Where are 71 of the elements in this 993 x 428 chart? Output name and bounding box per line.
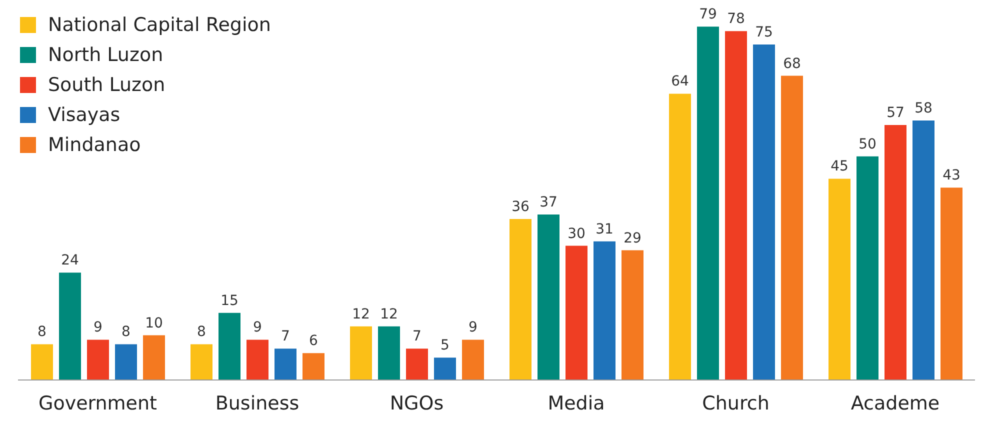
- bar: [669, 94, 691, 380]
- x-tick-label: Academe: [850, 392, 940, 414]
- data-label: 78: [727, 11, 745, 28]
- data-label: 57: [886, 105, 904, 122]
- bar: [190, 344, 212, 380]
- data-label: 12: [380, 306, 398, 322]
- data-label: 68: [783, 56, 801, 72]
- bar: [725, 31, 747, 380]
- bar: [753, 44, 775, 380]
- x-tick-label: Business: [215, 392, 300, 414]
- data-label: 58: [914, 100, 932, 117]
- legend-label: Visayas: [48, 103, 120, 128]
- bar: [406, 348, 428, 380]
- bar: [622, 250, 644, 380]
- bar: [246, 340, 268, 380]
- bar: [462, 340, 484, 380]
- legend-label: North Luzon: [48, 43, 164, 68]
- bar: [594, 241, 616, 380]
- bar: [510, 218, 532, 380]
- bar: [856, 156, 878, 380]
- data-label: 30: [568, 226, 586, 242]
- data-label: 64: [671, 74, 689, 90]
- data-label: 12: [352, 306, 370, 322]
- bar: [828, 178, 850, 380]
- x-tick-label: Media: [548, 392, 605, 414]
- data-label: 45: [830, 158, 848, 175]
- data-label: 50: [858, 136, 876, 152]
- data-label: 9: [94, 320, 102, 336]
- bar: [143, 335, 165, 380]
- data-label: 8: [122, 324, 130, 340]
- bar: [697, 26, 719, 380]
- data-label: 24: [61, 252, 79, 269]
- bar: [434, 358, 456, 380]
- bar: [350, 326, 372, 380]
- data-label: 31: [596, 221, 614, 238]
- data-label: 9: [253, 320, 262, 336]
- data-label: 8: [197, 324, 206, 340]
- data-label: 37: [540, 194, 558, 210]
- data-label: 43: [942, 168, 960, 184]
- legend-label: National Capital Region: [48, 13, 271, 38]
- data-label: 29: [624, 230, 642, 246]
- bar: [31, 344, 53, 380]
- x-tick-label: Government: [38, 392, 157, 414]
- data-label: 36: [512, 198, 530, 215]
- bar: [378, 326, 400, 380]
- bar: [115, 344, 137, 380]
- bar: [884, 125, 906, 380]
- x-tick-label: Church: [702, 392, 770, 414]
- data-label: 9: [468, 320, 478, 336]
- data-label: 75: [755, 24, 773, 40]
- data-label: 7: [281, 328, 290, 345]
- data-label: 5: [440, 338, 450, 354]
- data-label: 15: [220, 292, 238, 309]
- data-label: 6: [309, 333, 318, 350]
- bar: [781, 76, 803, 380]
- bar: [538, 214, 560, 380]
- data-label: 7: [412, 328, 422, 345]
- bar: [566, 246, 588, 380]
- x-tick-label: NGOs: [390, 392, 444, 414]
- bar: [59, 272, 81, 380]
- bar: [87, 340, 109, 380]
- bar: [302, 353, 324, 380]
- data-label: 8: [38, 324, 46, 340]
- legend-label: South Luzon: [48, 73, 166, 98]
- data-label: 10: [145, 315, 163, 332]
- bar: [912, 120, 934, 380]
- bar: [940, 188, 962, 380]
- bar: [218, 312, 240, 380]
- bar: [274, 348, 296, 380]
- data-label: 79: [699, 6, 717, 23]
- legend-label: Mindanao: [48, 133, 141, 158]
